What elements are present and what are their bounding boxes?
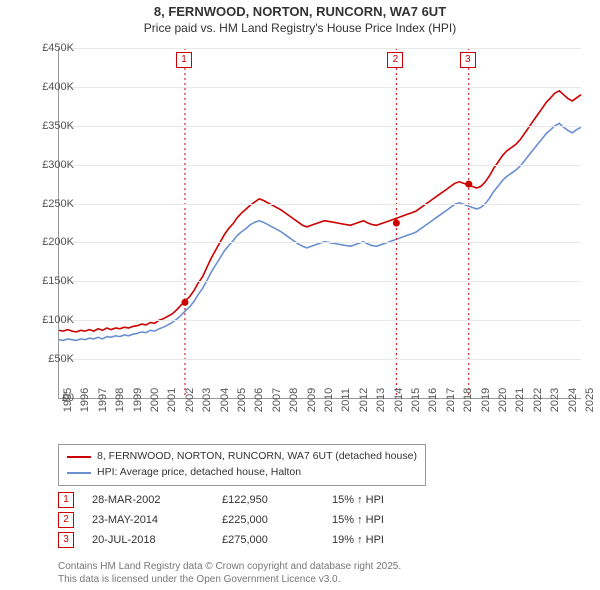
legend-swatch [67, 456, 91, 458]
gridline [59, 204, 581, 205]
y-axis-label: £300K [24, 159, 74, 171]
sale-date: 20-JUL-2018 [92, 534, 222, 546]
legend-box: 8, FERNWOOD, NORTON, RUNCORN, WA7 6UT (d… [58, 444, 426, 486]
gridline [59, 281, 581, 282]
x-axis-label: 2003 [201, 388, 213, 412]
x-axis-label: 2002 [184, 388, 196, 412]
y-axis-label: £50K [24, 353, 74, 365]
x-axis-label: 2017 [445, 388, 457, 412]
x-axis-label: 1995 [62, 388, 74, 412]
sale-row: 2 23-MAY-2014£225,00015% ↑ HPI [58, 510, 422, 530]
gridline [59, 359, 581, 360]
chart-title: 8, FERNWOOD, NORTON, RUNCORN, WA7 6UT [0, 0, 600, 21]
sale-marker-box: 3 [460, 52, 476, 68]
x-axis-label: 2021 [514, 388, 526, 412]
y-axis-label: £150K [24, 275, 74, 287]
x-axis-label: 1997 [97, 388, 109, 412]
gridline [59, 126, 581, 127]
chart-plot-area [58, 48, 581, 399]
x-axis-label: 2005 [236, 388, 248, 412]
sale-row-marker: 2 [58, 512, 74, 528]
sale-date: 28-MAR-2002 [92, 494, 222, 506]
legend-item: HPI: Average price, detached house, Halt… [67, 465, 417, 481]
legend-item: 8, FERNWOOD, NORTON, RUNCORN, WA7 6UT (d… [67, 449, 417, 465]
x-axis-label: 2023 [549, 388, 561, 412]
y-axis-label: £400K [24, 81, 74, 93]
legend-label: HPI: Average price, detached house, Halt… [97, 465, 301, 481]
sale-row-marker: 3 [58, 532, 74, 548]
x-axis-label: 2009 [306, 388, 318, 412]
x-axis-label: 1999 [132, 388, 144, 412]
sale-row: 1 28-MAR-2002£122,95015% ↑ HPI [58, 490, 422, 510]
y-axis-label: £250K [24, 198, 74, 210]
footer-line-1: Contains HM Land Registry data © Crown c… [58, 560, 401, 573]
sale-marker-dot [181, 299, 188, 306]
gridline [59, 320, 581, 321]
series-line [59, 91, 581, 332]
y-axis-label: £350K [24, 120, 74, 132]
x-axis-label: 2001 [166, 388, 178, 412]
x-axis-label: 2024 [567, 388, 579, 412]
x-axis-label: 2015 [410, 388, 422, 412]
footer-line-2: This data is licensed under the Open Gov… [58, 573, 401, 586]
gridline [59, 87, 581, 88]
legend-label: 8, FERNWOOD, NORTON, RUNCORN, WA7 6UT (d… [97, 449, 417, 465]
x-axis-label: 2012 [358, 388, 370, 412]
x-axis-label: 1998 [114, 388, 126, 412]
sale-price: £275,000 [222, 534, 332, 546]
y-axis-label: £200K [24, 236, 74, 248]
y-axis-label: £100K [24, 314, 74, 326]
x-axis-label: 2008 [288, 388, 300, 412]
sale-diff: 15% ↑ HPI [332, 514, 422, 526]
sale-diff: 19% ↑ HPI [332, 534, 422, 546]
x-axis-label: 1996 [79, 388, 91, 412]
sale-marker-box: 1 [176, 52, 192, 68]
x-axis-label: 2010 [323, 388, 335, 412]
x-axis-label: 2019 [480, 388, 492, 412]
sale-row: 3 20-JUL-2018£275,00019% ↑ HPI [58, 530, 422, 550]
sale-marker-dot [465, 181, 472, 188]
sale-price: £122,950 [222, 494, 332, 506]
gridline [59, 48, 581, 49]
x-axis-label: 2014 [393, 388, 405, 412]
x-axis-label: 2025 [584, 388, 596, 412]
gridline [59, 165, 581, 166]
chart-svg [59, 48, 581, 398]
legend-swatch [67, 472, 91, 474]
x-axis-label: 2011 [340, 388, 352, 412]
chart-subtitle: Price paid vs. HM Land Registry's House … [0, 21, 600, 41]
x-axis-label: 2000 [149, 388, 161, 412]
sale-price: £225,000 [222, 514, 332, 526]
sale-date: 23-MAY-2014 [92, 514, 222, 526]
y-axis-label: £450K [24, 42, 74, 54]
sale-diff: 15% ↑ HPI [332, 494, 422, 506]
x-axis-label: 2018 [462, 388, 474, 412]
x-axis-label: 2022 [532, 388, 544, 412]
sale-marker-box: 2 [387, 52, 403, 68]
x-axis-label: 2013 [375, 388, 387, 412]
sale-row-marker: 1 [58, 492, 74, 508]
x-axis-label: 2020 [497, 388, 509, 412]
x-axis-label: 2006 [253, 388, 265, 412]
x-axis-label: 2004 [219, 388, 231, 412]
x-axis-label: 2016 [427, 388, 439, 412]
footer-attribution: Contains HM Land Registry data © Crown c… [58, 560, 401, 586]
gridline [59, 242, 581, 243]
sale-marker-dot [393, 220, 400, 227]
sales-table: 1 28-MAR-2002£122,95015% ↑ HPI 2 23-MAY-201… [58, 490, 422, 550]
x-axis-label: 2007 [271, 388, 283, 412]
